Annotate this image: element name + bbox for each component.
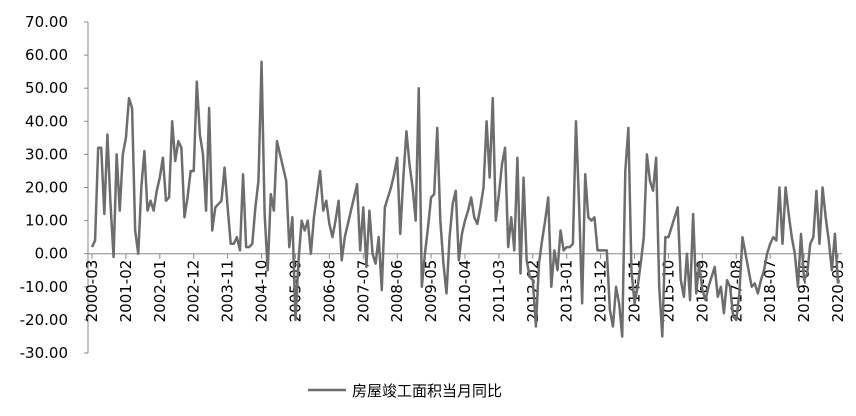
y-tick-label: 20.00 <box>25 179 68 197</box>
x-tick-label: 2007-07 <box>354 260 372 323</box>
y-tick-label: 10.00 <box>25 212 68 230</box>
line-series <box>90 60 840 338</box>
x-tick-label: 2009-05 <box>422 260 440 323</box>
y-tick-label: 50.00 <box>25 79 68 97</box>
x-tick-label: 2000-03 <box>83 260 101 323</box>
y-tick-label: 60.00 <box>25 46 68 64</box>
x-tick-label: 2013-12 <box>592 260 610 323</box>
y-tick-label: 40.00 <box>25 112 68 130</box>
y-tick-label: -20.00 <box>20 311 68 329</box>
x-tick-label: 2004-10 <box>253 260 271 323</box>
x-tick-label: 2011-03 <box>490 260 508 323</box>
x-tick-label: 2002-12 <box>185 260 203 323</box>
x-tick-label: 2013-01 <box>558 260 576 323</box>
x-tick-label: 2001-02 <box>117 260 135 323</box>
x-tick-label: 2003-11 <box>219 260 237 323</box>
legend-label: 房屋竣工面积当月同比 <box>352 382 502 400</box>
y-tick-label: -10.00 <box>20 278 68 296</box>
x-tick-label: 2020-05 <box>829 260 847 323</box>
x-tick-label: 2018-07 <box>761 260 779 323</box>
y-tick-label: 70.00 <box>25 13 68 31</box>
x-tick-label: 2006-08 <box>320 260 338 323</box>
x-tick-label: 2010-04 <box>456 260 474 323</box>
y-tick-label: 30.00 <box>25 145 68 163</box>
y-tick-label: -30.00 <box>20 344 68 362</box>
x-tick-label: 2002-01 <box>151 260 169 323</box>
y-tick-label: 0.00 <box>35 245 68 263</box>
x-tick-label: 2008-06 <box>388 260 406 323</box>
